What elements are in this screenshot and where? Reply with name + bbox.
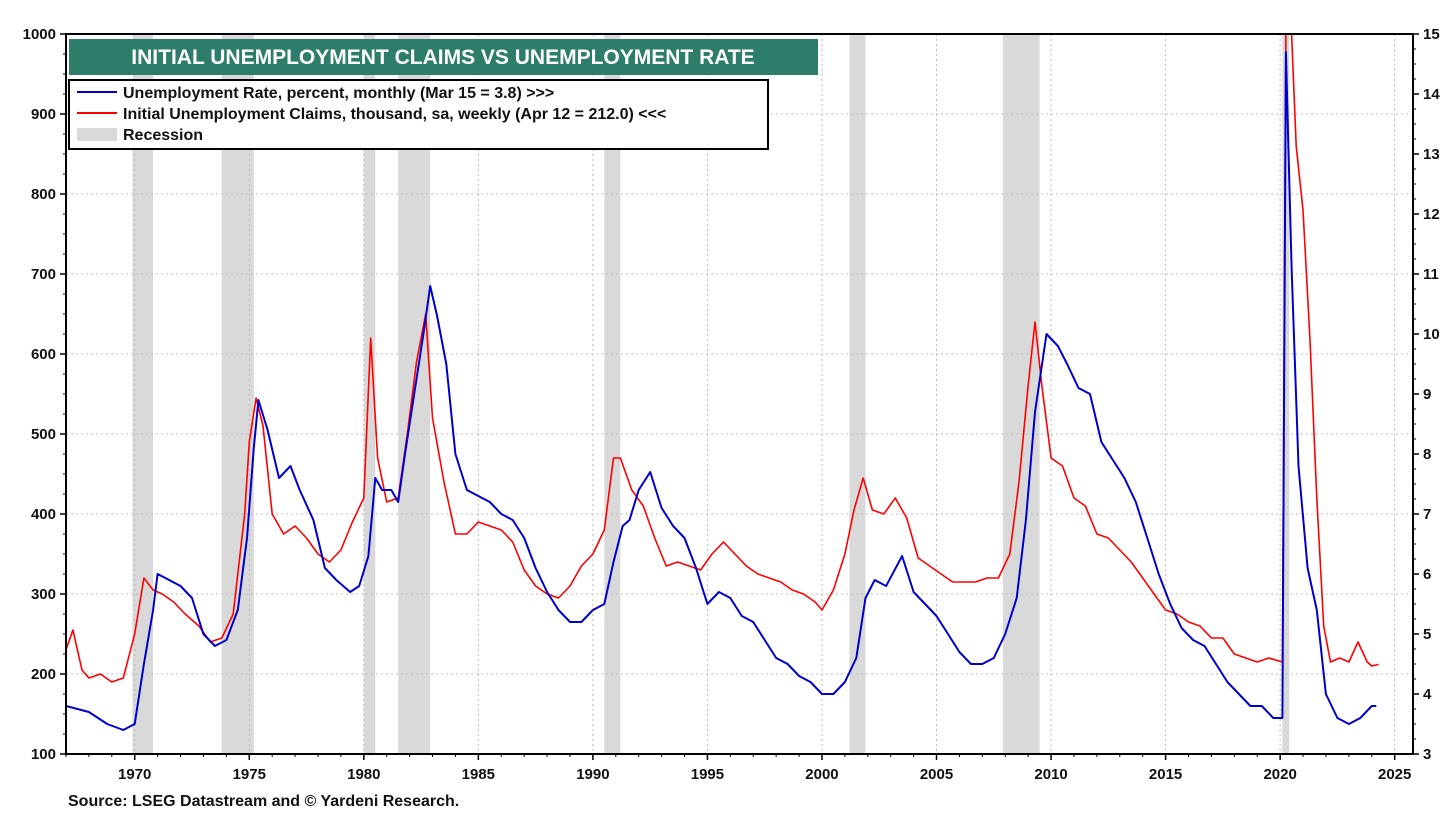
right-axis-tick-label: 12 <box>1423 206 1440 223</box>
right-axis-tick-label: 9 <box>1423 386 1431 403</box>
gridlines <box>66 33 1413 755</box>
x-axis-tick-label: 1975 <box>233 766 266 783</box>
recession-band <box>849 34 866 754</box>
x-axis-tick-label: 2000 <box>805 766 838 783</box>
recession-band <box>1282 34 1290 754</box>
left-axis-tick-label: 100 <box>31 746 56 763</box>
left-axis-tick-label: 800 <box>31 186 56 203</box>
right-axis-tick-label: 6 <box>1423 566 1431 583</box>
legend-label-unemployment-rate: Unemployment Rate, percent, monthly (Mar… <box>123 85 554 102</box>
recession-band <box>221 34 254 754</box>
right-axis-tick-label: 4 <box>1423 686 1432 703</box>
legend-label-recession: Recession <box>123 127 203 144</box>
right-axis-tick-label: 14 <box>1423 86 1440 103</box>
legend-swatch-recession <box>77 128 117 141</box>
x-axis-tick-label: 2025 <box>1378 766 1411 783</box>
recession-bands <box>132 34 1290 754</box>
x-axis-tick-label: 2010 <box>1034 766 1067 783</box>
legend: Unemployment Rate, percent, monthly (Mar… <box>68 79 769 150</box>
x-axis-tick-label: 1980 <box>347 766 380 783</box>
chart-title: INITIAL UNEMPLOYMENT CLAIMS VS UNEMPLOYM… <box>131 46 754 69</box>
x-axis-tick-label: 2005 <box>920 766 953 783</box>
right-axis-tick-label: 3 <box>1423 746 1431 763</box>
x-axis-tick-label: 1970 <box>118 766 151 783</box>
title-banner <box>69 39 818 75</box>
left-axis-tick-label: 200 <box>31 666 56 683</box>
x-axis-tick-label: 1995 <box>691 766 724 783</box>
recession-band <box>363 34 376 754</box>
right-axis-tick-label: 8 <box>1423 446 1431 463</box>
right-axis-tick-label: 15 <box>1423 26 1440 43</box>
series-lines <box>66 34 1379 731</box>
left-axis-tick-label: 600 <box>31 346 56 363</box>
left-axis-tick-label: 700 <box>31 266 56 283</box>
x-axis-tick-label: 1985 <box>462 766 495 783</box>
x-axis-tick-label: 1990 <box>576 766 609 783</box>
right-axis-tick-label: 10 <box>1423 326 1440 343</box>
recession-band <box>132 34 154 754</box>
legend-label-initial-claims: Initial Unemployment Claims, thousand, s… <box>123 106 666 123</box>
series-line-unemployment-rate <box>66 51 1377 731</box>
left-axis-tick-label: 1000 <box>23 26 56 43</box>
x-axis-tick-label: 2020 <box>1263 766 1296 783</box>
axes: 100 200 300 400 500 600 700 800 900 1000 3 4 5 6 7 8 9 10… <box>23 26 1441 783</box>
right-axis-tick-label: 7 <box>1423 506 1431 523</box>
right-axis-tick-label: 13 <box>1423 146 1440 163</box>
right-axis-tick-label: 11 <box>1423 266 1439 283</box>
source-note: Source: LSEG Datastream and © Yardeni Re… <box>68 793 460 810</box>
series-line-initial-claims <box>66 34 1379 683</box>
left-axis-tick-label: 900 <box>31 106 56 123</box>
left-axis-tick-label: 400 <box>31 506 56 523</box>
left-axis-tick-label: 500 <box>31 426 56 443</box>
recession-band <box>1002 34 1040 754</box>
recession-band <box>604 34 621 754</box>
left-axis-tick-label: 300 <box>31 586 56 603</box>
x-axis-tick-label: 2015 <box>1149 766 1182 783</box>
right-axis-tick-label: 5 <box>1423 626 1431 643</box>
